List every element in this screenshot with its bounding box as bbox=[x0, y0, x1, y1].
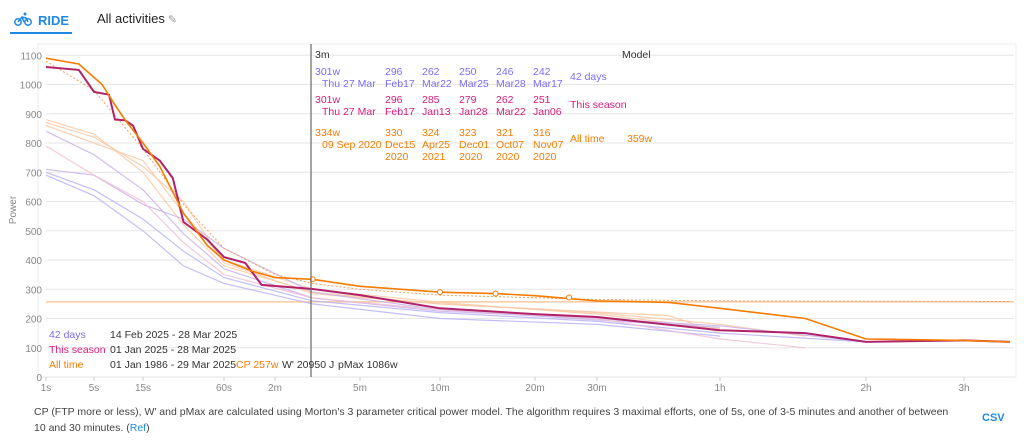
filter-label: All activities bbox=[97, 11, 165, 26]
best-marker bbox=[437, 289, 443, 296]
y-tick-label: 200 bbox=[25, 315, 42, 326]
best-marker bbox=[566, 294, 573, 301]
tooltip-duration: 3m bbox=[315, 49, 330, 61]
footer-close: ) bbox=[146, 422, 150, 434]
y-tick-label: 400 bbox=[25, 256, 42, 267]
wprime-value: W' 20950 J bbox=[282, 359, 335, 371]
row-other-effort: 316 Nov07 2020 bbox=[533, 127, 564, 163]
cp-value: CP 257w bbox=[236, 359, 279, 371]
legend-range: 14 Feb 2025 - 28 Mar 2025 bbox=[110, 329, 238, 341]
best-marker bbox=[492, 290, 499, 297]
row-best-power: 301w bbox=[315, 94, 341, 106]
row-best-power: 301w bbox=[315, 66, 341, 78]
x-tick-label: 3h bbox=[958, 383, 969, 394]
x-tick-label: 2h bbox=[860, 383, 871, 394]
y-tick-label: 900 bbox=[25, 110, 42, 121]
footer-text: CP (FTP more or less), W' and pMax are c… bbox=[34, 406, 949, 434]
row-other-effort: 285 Jan13 bbox=[422, 94, 451, 118]
series-this-season bbox=[45, 66, 1011, 343]
tab-ride[interactable]: RIDE bbox=[10, 8, 72, 34]
y-tick-label: 1100 bbox=[20, 51, 42, 62]
x-tick-label: 2m bbox=[268, 383, 282, 394]
y-axis-label: Power bbox=[8, 195, 19, 224]
row-best-power: 334w bbox=[315, 127, 341, 139]
faint-curve bbox=[45, 174, 721, 337]
activities-filter[interactable]: All activities ✎ bbox=[97, 11, 177, 26]
faint-curve bbox=[45, 171, 867, 343]
faint-curve bbox=[45, 119, 806, 337]
legend-label: All time bbox=[49, 359, 84, 371]
power-curve-chart[interactable]: 0 100 200 300 400 500 600 700 800 900 1000 1100 1s 5s… bbox=[0, 0, 1024, 400]
series-all-time bbox=[45, 57, 1011, 343]
row-label: All time bbox=[570, 133, 605, 145]
row-best-date: Thu 27 Mar bbox=[322, 106, 376, 118]
row-other-effort: 324 Apr25 2021 bbox=[422, 127, 451, 163]
csv-button[interactable]: CSV bbox=[982, 412, 1005, 424]
legend-range: 01 Jan 1986 - 29 Mar 2025 bbox=[110, 359, 237, 371]
faint-curve bbox=[45, 121, 721, 334]
legend-label: This season bbox=[49, 344, 106, 356]
row-other-effort: 250 Mar25 bbox=[459, 66, 489, 90]
row-other-effort: 296 Feb17 bbox=[385, 94, 415, 118]
model-power: 359w bbox=[627, 133, 653, 145]
footer-note: CP (FTP more or less), W' and pMax are c… bbox=[34, 404, 954, 436]
x-tick-label: 5m bbox=[353, 383, 367, 394]
tooltip-model-label: Model bbox=[622, 49, 651, 61]
tab-label: RIDE bbox=[38, 12, 70, 28]
x-tick-label: 20m bbox=[525, 383, 544, 394]
row-other-effort: 321 Oct07 2020 bbox=[496, 127, 525, 163]
y-tick-label: 0 bbox=[36, 373, 42, 384]
legend-range: 01 Jan 2025 - 28 Mar 2025 bbox=[110, 344, 237, 356]
x-tick-label: 15s bbox=[135, 383, 151, 394]
row-other-effort: 262 Mar22 bbox=[496, 94, 526, 118]
y-tick-label: 100 bbox=[25, 344, 42, 355]
x-tick-label: 60s bbox=[216, 383, 232, 394]
x-tick-label: 30m bbox=[587, 383, 606, 394]
row-other-effort: 251 Jan06 bbox=[533, 94, 562, 118]
row-other-effort: 246 Mar28 bbox=[496, 66, 526, 90]
y-tick-label: 500 bbox=[25, 227, 42, 238]
bicycle-icon bbox=[14, 12, 32, 29]
x-tick-label: 1s bbox=[41, 383, 52, 394]
row-label: 42 days bbox=[570, 71, 607, 83]
row-label: This season bbox=[570, 99, 627, 111]
legend-label: 42 days bbox=[49, 329, 86, 341]
y-tick-label: 700 bbox=[25, 168, 42, 179]
y-tick-label: 800 bbox=[25, 139, 42, 150]
row-other-effort: 323 Dec01 2020 bbox=[459, 127, 490, 163]
row-other-effort: 279 Jan28 bbox=[459, 94, 488, 118]
pencil-icon[interactable]: ✎ bbox=[167, 14, 178, 26]
row-other-effort: 262 Mar22 bbox=[422, 66, 452, 90]
ref-link[interactable]: Ref bbox=[129, 422, 147, 434]
faint-curve bbox=[45, 168, 721, 328]
row-other-effort: 296 Feb17 bbox=[385, 66, 415, 90]
row-other-effort: 242 Mar17 bbox=[533, 66, 563, 90]
faint-curve bbox=[45, 145, 806, 349]
y-tick-label: 1000 bbox=[20, 81, 43, 92]
x-tick-label: 10m bbox=[430, 383, 449, 394]
y-tick-label: 300 bbox=[25, 285, 42, 296]
x-tick-label: 1h bbox=[714, 383, 725, 394]
y-tick-label: 600 bbox=[25, 198, 42, 209]
row-best-date: Thu 27 Mar bbox=[322, 78, 376, 90]
faint-curve bbox=[45, 130, 867, 343]
row-other-effort: 330 Dec15 2020 bbox=[385, 127, 416, 163]
x-tick-label: 5s bbox=[89, 383, 100, 394]
row-best-date: 09 Sep 2020 bbox=[322, 139, 382, 151]
pmax-value: pMax 1086w bbox=[338, 359, 398, 371]
